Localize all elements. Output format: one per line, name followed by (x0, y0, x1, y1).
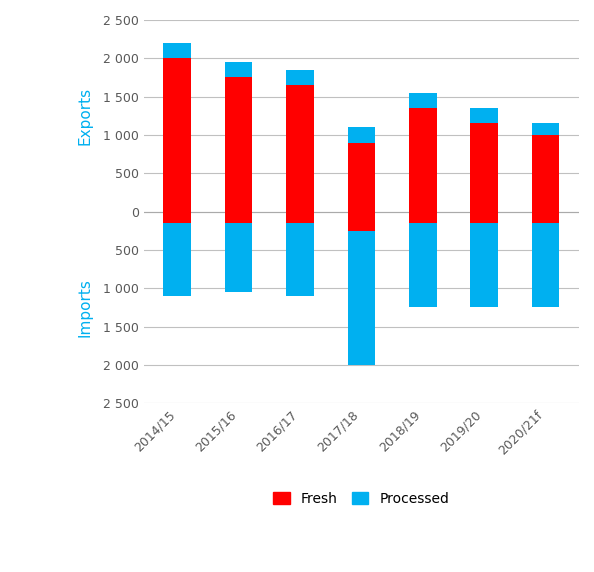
Bar (470, 108, 498, 124)
Bar (286, 70, 314, 85)
Bar (225, 62, 252, 77)
Bar (347, 128, 375, 142)
Bar (286, 85, 314, 212)
Bar (532, 124, 559, 135)
Bar (532, 212, 559, 223)
Bar (347, 212, 375, 231)
Bar (286, 212, 314, 223)
Bar (225, 212, 252, 223)
Bar (163, 43, 191, 58)
Bar (470, 223, 498, 307)
Bar (225, 223, 252, 292)
Bar (409, 212, 437, 223)
Bar (347, 142, 375, 212)
Bar (470, 124, 498, 212)
Bar (163, 223, 191, 296)
Bar (163, 212, 191, 223)
Bar (409, 93, 437, 108)
Bar (286, 223, 314, 296)
Bar (409, 223, 437, 307)
Text: Exports: Exports (78, 87, 93, 145)
Bar (347, 231, 375, 365)
Bar (163, 58, 191, 212)
Bar (470, 212, 498, 223)
Bar (532, 135, 559, 212)
Bar (225, 77, 252, 212)
Bar (532, 223, 559, 307)
Text: Imports: Imports (78, 278, 93, 337)
Bar (409, 108, 437, 212)
Legend: Fresh, Processed: Fresh, Processed (268, 486, 455, 511)
